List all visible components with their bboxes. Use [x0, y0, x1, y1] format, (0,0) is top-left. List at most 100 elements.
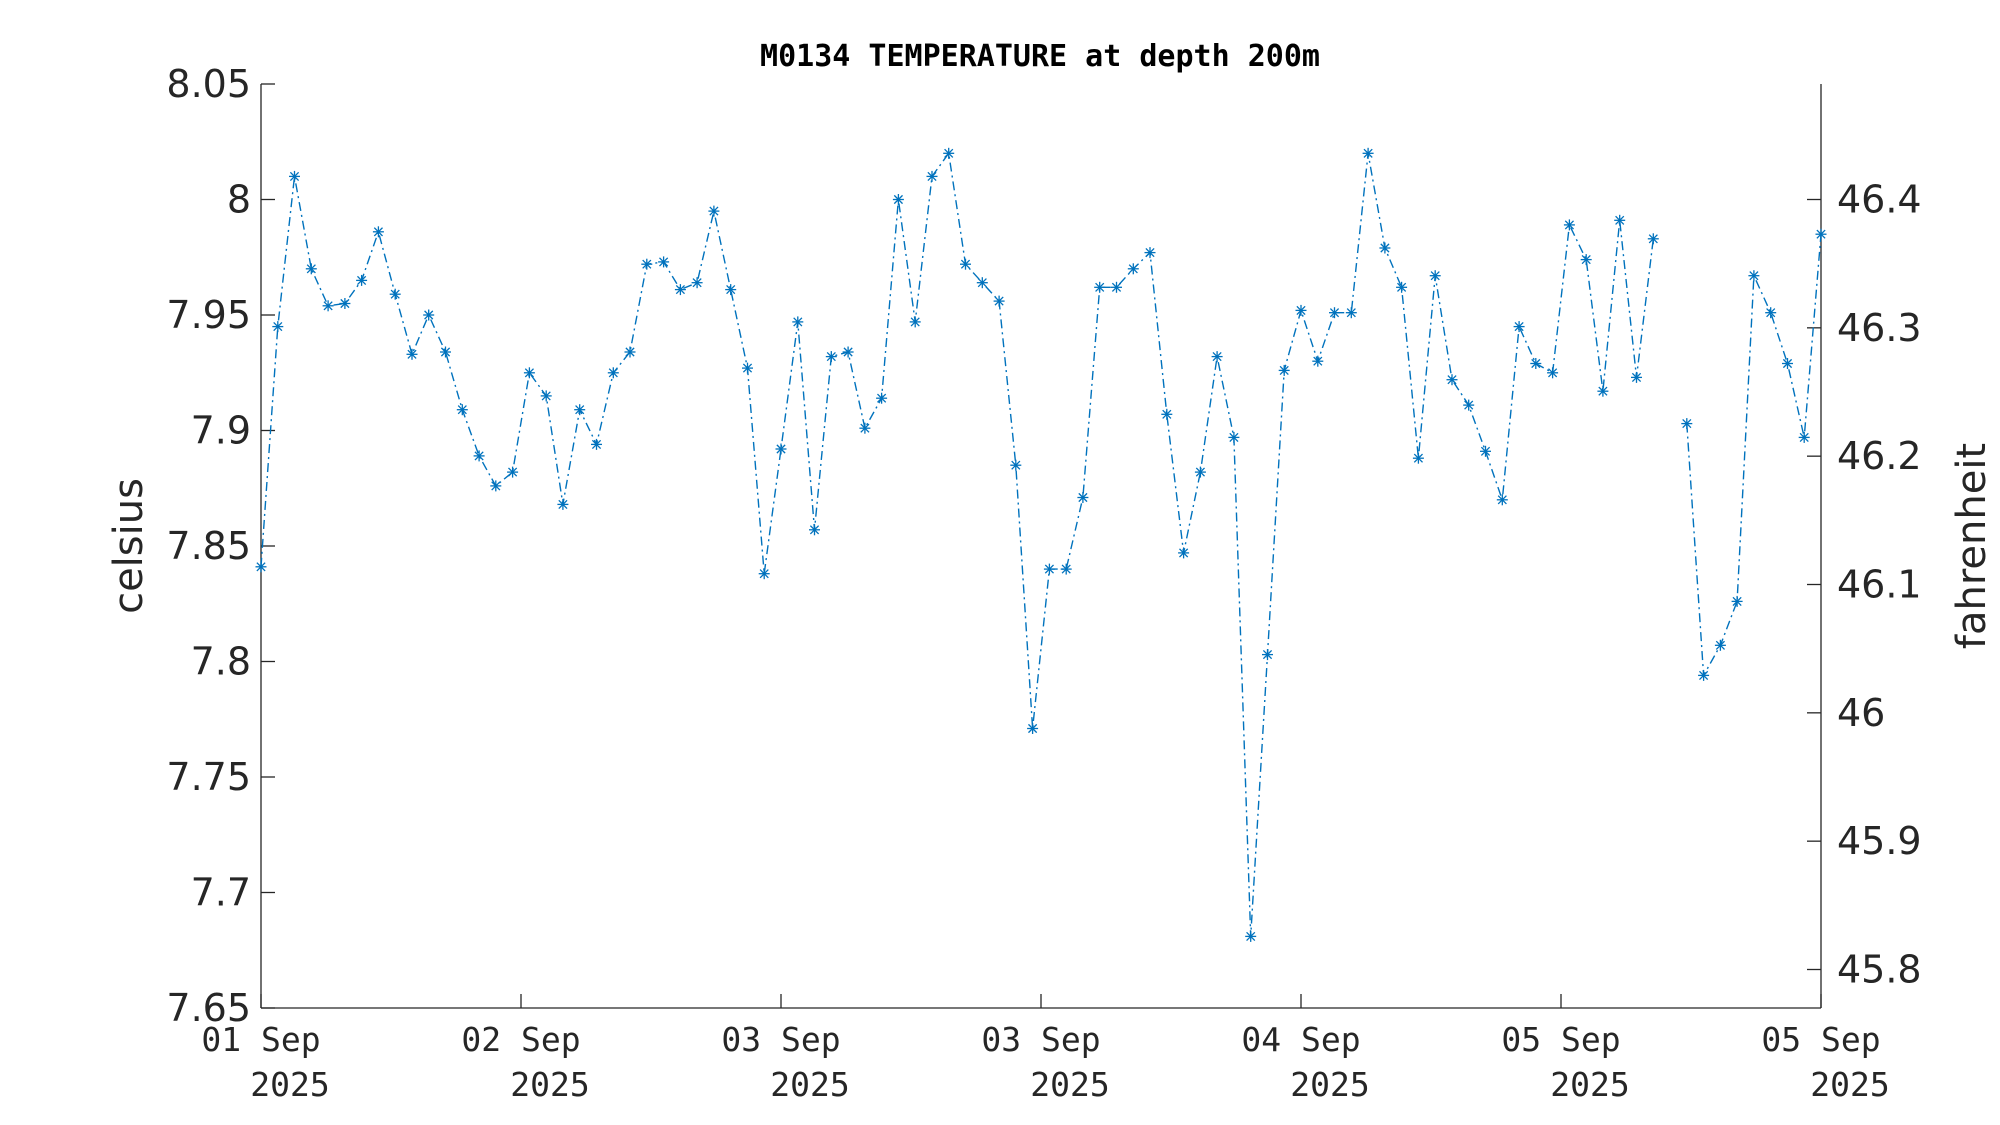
- data-point: [976, 277, 988, 289]
- data-point: [1111, 281, 1122, 293]
- data-point: [1698, 669, 1710, 681]
- data-point: [305, 263, 317, 275]
- data-point: [523, 367, 535, 379]
- data-point: [1295, 304, 1307, 316]
- data-point: [1194, 466, 1206, 478]
- x-tick-label-year: 2025: [1810, 1065, 1889, 1104]
- data-point: [1127, 263, 1139, 275]
- data-point: [1714, 639, 1726, 651]
- data-point: [456, 404, 468, 416]
- data-point: [406, 348, 418, 360]
- data-point: [574, 404, 586, 416]
- data-point: [1798, 431, 1810, 443]
- data-point: [758, 568, 770, 580]
- data-point: [909, 316, 921, 328]
- data-point: [1731, 595, 1743, 607]
- data-point: [1530, 358, 1542, 369]
- x-tick-label-date: 05 Sep: [1501, 1020, 1620, 1059]
- data-point: [775, 443, 787, 455]
- x-axis-ticks: 01 Sep 2025 02 Sep 2025 03 Sep 2025 03 Sep 2025…: [201, 994, 1890, 1104]
- data-point: [641, 258, 653, 270]
- data-point: [1245, 930, 1257, 942]
- data-point: [624, 346, 636, 358]
- x-tick-label-year: 2025: [1290, 1065, 1369, 1104]
- data-point: [1010, 459, 1022, 471]
- data-point: [1262, 649, 1273, 661]
- data-point: [658, 256, 670, 268]
- data-point: [742, 362, 753, 374]
- data-point: [1412, 452, 1424, 464]
- x-tick-label-date: 04 Sep: [1241, 1020, 1360, 1059]
- y-axis-ticks: 7.65 7.7 7.75 7.8 7.85 7.9 7.95 8 8.05: [166, 62, 275, 1030]
- data-point: [1094, 281, 1106, 293]
- y2-axis-ticks: 45.8 45.9 46 46.1 46.2 46.3 46.4: [1807, 178, 1922, 992]
- data-point: [557, 498, 569, 510]
- data-point: [1312, 355, 1324, 367]
- x-tick-label-date: 05 Sep: [1761, 1020, 1880, 1059]
- data-point: [272, 321, 284, 333]
- data-point: [607, 367, 619, 379]
- y-tick-label: 7.7: [191, 871, 251, 915]
- data-point: [507, 466, 519, 478]
- data-point: [1563, 219, 1575, 231]
- data-point: [255, 561, 267, 573]
- data-point: [1043, 563, 1055, 575]
- data-point: [1278, 364, 1290, 376]
- data-point: [322, 300, 334, 312]
- x-tick-label-year: 2025: [250, 1065, 329, 1104]
- data-point: [1765, 307, 1777, 319]
- data-point: [1480, 445, 1491, 457]
- data-point: [1362, 147, 1374, 159]
- data-point: [490, 480, 502, 492]
- data-point: [1379, 242, 1391, 254]
- data-point: [1681, 418, 1693, 430]
- y-tick-label: 7.65: [166, 986, 251, 1030]
- data-point: [892, 194, 904, 205]
- y-tick-label: 7.9: [191, 409, 251, 453]
- y-tick-label: 7.8: [191, 640, 251, 684]
- data-point: [1580, 254, 1592, 266]
- data-point: [993, 295, 1005, 307]
- data-point: [691, 277, 703, 289]
- data-point: [674, 284, 686, 296]
- data-point: [708, 205, 720, 217]
- y-tick-label: 7.95: [166, 293, 251, 337]
- data-point: [289, 170, 300, 182]
- data-point: [1396, 281, 1408, 293]
- data-point: [473, 450, 485, 462]
- y2-tick-label: 46.1: [1837, 563, 1922, 607]
- y-axis-title: celsius: [106, 478, 152, 614]
- y-tick-label: 7.85: [166, 524, 251, 568]
- data-point: [1178, 547, 1190, 559]
- data-point: [423, 309, 435, 321]
- chart-title: M0134 TEMPERATURE at depth 200m: [760, 39, 1320, 74]
- data-point: [859, 422, 871, 434]
- x-tick-label-year: 2025: [770, 1065, 849, 1104]
- plot-area: [260, 84, 1822, 1009]
- data-point: [1782, 358, 1793, 369]
- data-point: [1077, 492, 1089, 503]
- data-point: [1815, 228, 1827, 240]
- data-point: [356, 274, 368, 286]
- data-point: [809, 524, 820, 536]
- data-point: [792, 316, 804, 328]
- y2-axis-title: fahrenheit: [1949, 443, 1995, 649]
- data-point: [1597, 385, 1609, 397]
- data-point: [1211, 351, 1223, 363]
- data-point: [960, 258, 971, 270]
- data-point: [1027, 723, 1039, 734]
- data-point: [1463, 399, 1475, 411]
- data-point: [926, 170, 938, 182]
- data-point: [943, 147, 955, 159]
- data-point: [1329, 307, 1340, 319]
- data-point: [842, 346, 854, 358]
- y2-tick-label: 46.2: [1837, 434, 1922, 478]
- data-point: [1631, 371, 1642, 383]
- data-point: [725, 284, 737, 296]
- data-point: [339, 298, 351, 309]
- data-point: [1547, 367, 1559, 379]
- y2-tick-label: 46.4: [1837, 178, 1922, 222]
- data-point: [591, 438, 602, 450]
- data-point: [1647, 233, 1659, 245]
